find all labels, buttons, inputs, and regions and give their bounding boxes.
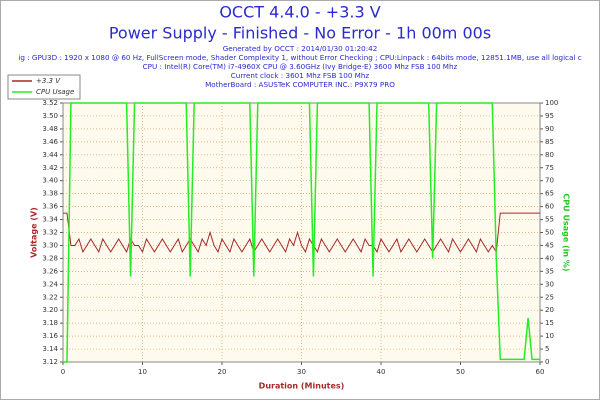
- y-tick-label: 3.24: [42, 280, 58, 288]
- y-tick-label: 3.28: [42, 254, 58, 262]
- y2-tick-label: 25: [545, 293, 554, 301]
- legend-label: CPU Usage: [36, 88, 74, 96]
- y-tick-label: 3.50: [42, 112, 58, 120]
- y2-tick-label: 45: [545, 241, 554, 249]
- y2-tick-label: 55: [545, 216, 554, 224]
- info-line: Generated by OCCT : 2014/01/30 01:20:42: [223, 44, 378, 53]
- x-tick-label: 0: [61, 368, 65, 376]
- y2-tick-label: 90: [545, 125, 554, 133]
- legend-label: +3.3 V: [36, 77, 61, 85]
- x-tick-label: 40: [377, 368, 386, 376]
- y2-tick-label: 100: [545, 99, 558, 107]
- x-tick-label: 10: [138, 368, 147, 376]
- y2-tick-label: 0: [545, 358, 549, 366]
- y-tick-label: 3.14: [42, 345, 58, 353]
- y-axis-label: Voltage (V): [30, 207, 39, 258]
- y2-tick-label: 95: [545, 112, 554, 120]
- series-line: [63, 212, 540, 254]
- y-tick-label: 3.40: [42, 177, 58, 185]
- y2-tick-label: 60: [545, 203, 554, 211]
- y-tick-label: 3.34: [42, 216, 58, 224]
- series-line: [63, 102, 540, 363]
- chart-title: OCCT 4.4.0 - +3.3 V: [219, 3, 380, 22]
- x-tick-label: 50: [456, 368, 465, 376]
- x-tick-label: 20: [218, 368, 227, 376]
- y-tick-label: 3.22: [42, 293, 58, 301]
- y2-tick-label: 15: [545, 319, 554, 327]
- y-tick-label: 3.36: [42, 203, 58, 211]
- info-line: ig : GPU3D : 1920 x 1080 @ 60 Hz, FullSc…: [18, 53, 581, 62]
- info-line: Current clock : 3601 Mhz FSB 100 Mhz: [231, 71, 370, 80]
- y-tick-label: 3.20: [42, 306, 58, 314]
- y2-axis-label: CPU Usage (in %): [562, 193, 571, 271]
- y-tick-label: 3.32: [42, 229, 58, 237]
- info-line: CPU : Intel(R) Core(TM) i7-4960X CPU @ 3…: [143, 62, 458, 71]
- y-tick-label: 3.52: [42, 99, 58, 107]
- y2-tick-label: 80: [545, 151, 554, 159]
- y2-tick-label: 50: [545, 229, 554, 237]
- legend-box: [7, 74, 81, 100]
- y2-tick-label: 10: [545, 332, 554, 340]
- y-tick-label: 3.30: [42, 241, 58, 249]
- chart-subtitle: Power Supply - Finished - No Error - 1h …: [109, 24, 491, 43]
- y-tick-label: 3.18: [42, 319, 58, 327]
- x-tick-label: 30: [297, 368, 306, 376]
- y-tick-label: 3.12: [42, 358, 58, 366]
- y2-tick-label: 85: [545, 138, 554, 146]
- y-tick-label: 3.48: [42, 125, 58, 133]
- y-tick-label: 3.16: [42, 332, 58, 340]
- y-tick-label: 3.42: [42, 164, 58, 172]
- y2-tick-label: 5: [545, 345, 549, 353]
- y2-tick-label: 75: [545, 164, 554, 172]
- y2-tick-label: 70: [545, 177, 554, 185]
- y2-tick-label: 40: [545, 254, 554, 262]
- info-line: MotherBoard : ASUSTeK COMPUTER INC.: P9X…: [205, 80, 395, 89]
- x-tick-label: 60: [536, 368, 545, 376]
- y2-tick-label: 20: [545, 306, 554, 314]
- y-tick-label: 3.44: [42, 151, 58, 159]
- y-tick-label: 3.26: [42, 267, 58, 275]
- y2-tick-label: 35: [545, 267, 554, 275]
- x-axis-label: Duration (Minutes): [259, 382, 345, 391]
- y-tick-label: 3.38: [42, 190, 58, 198]
- y-tick-label: 3.46: [42, 138, 58, 146]
- y2-tick-label: 30: [545, 280, 554, 288]
- y2-tick-label: 65: [545, 190, 554, 198]
